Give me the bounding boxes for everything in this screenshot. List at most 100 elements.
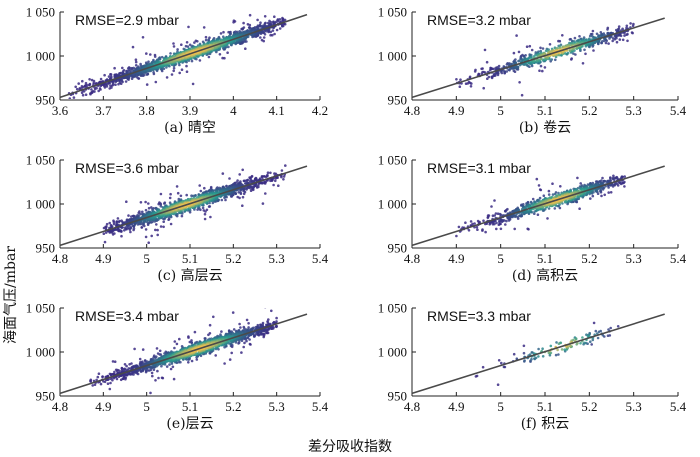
scatter-point: [625, 26, 628, 30]
scatter-point: [566, 51, 570, 55]
scatter-point: [225, 184, 228, 188]
rmse-annotation: RMSE=3.6 mbar: [75, 160, 179, 176]
scatter-point: [211, 201, 215, 205]
scatter-point: [84, 93, 88, 96]
fit-line: [411, 17, 665, 99]
scatter-point: [147, 241, 150, 244]
scatter-point: [484, 71, 487, 74]
scatter-point: [193, 41, 196, 44]
scatter-point: [274, 179, 277, 183]
scatter-point: [232, 21, 235, 24]
scatter-point: [147, 202, 150, 205]
scatter-point: [178, 63, 181, 67]
x-tick-label: 4.9: [95, 251, 111, 266]
subplot-caption: (a) 晴空: [164, 120, 216, 136]
scatter-point: [186, 45, 190, 48]
x-tick-label: 3.7: [95, 103, 112, 118]
scatter-point: [512, 51, 516, 55]
scatter-point: [208, 201, 211, 205]
scatter-point: [536, 213, 540, 216]
scatter-point: [469, 220, 473, 223]
scatter-point: [546, 217, 549, 220]
scatter-point: [612, 178, 616, 181]
scatter-point: [109, 73, 113, 76]
scatter-point: [90, 88, 93, 91]
scatter-point: [163, 202, 166, 205]
scatter-point: [77, 82, 80, 85]
scatter-point: [117, 220, 121, 224]
scatter-point: [538, 69, 541, 72]
x-tick-label: 5.4: [670, 103, 687, 118]
scatter-point: [169, 222, 173, 226]
scatter-point: [455, 78, 458, 81]
scatter-point: [241, 195, 245, 199]
scatter-point: [488, 68, 492, 72]
scatter-point: [241, 204, 244, 207]
scatter-point: [487, 75, 491, 79]
scatter-point: [124, 80, 128, 83]
scatter-point: [617, 25, 621, 28]
x-tick-label: 5.1: [537, 103, 553, 118]
scatter-point: [159, 204, 163, 208]
scatter-point: [482, 219, 485, 222]
scatter-point: [152, 71, 155, 74]
scatter-point: [113, 66, 116, 70]
fit-line: [59, 13, 308, 99]
scatter-point: [165, 66, 168, 69]
scatter-point: [539, 46, 542, 50]
scatter-point: [219, 32, 223, 35]
figure-xlabel: 差分吸收指数: [308, 439, 392, 455]
scatter-point: [533, 212, 536, 215]
scatter-point: [103, 73, 106, 77]
scatter-point: [530, 48, 534, 52]
scatter-point: [150, 234, 153, 238]
scatter-point: [623, 185, 626, 188]
scatter-point: [525, 45, 529, 48]
scatter-point: [88, 83, 91, 86]
scatter-point: [82, 90, 86, 93]
scatter-point: [604, 41, 608, 45]
scatter-point: [531, 197, 535, 201]
x-tick-label: 5: [497, 103, 504, 118]
scatter-point: [518, 59, 521, 62]
scatter-point: [473, 222, 476, 225]
scatter-point: [185, 41, 189, 44]
y-tick-label: 1 000: [378, 49, 407, 64]
scatter-point: [140, 226, 143, 229]
x-tick-label: 5.2: [225, 251, 241, 266]
scatter-point: [551, 182, 554, 185]
scatter-point: [147, 60, 150, 63]
scatter-point: [554, 58, 557, 62]
scatter-point: [112, 222, 116, 226]
scatter-point: [241, 168, 244, 172]
y-tick-label: 950: [36, 241, 56, 256]
y-tick-label: 1 000: [378, 197, 407, 212]
scatter-point: [198, 59, 202, 62]
scatter-point: [615, 40, 619, 44]
scatter-point: [475, 225, 479, 229]
scatter-point: [623, 175, 626, 178]
scatter-point: [134, 58, 138, 61]
scatter-point: [284, 164, 287, 167]
x-tick-label: 4.1: [269, 103, 285, 118]
scatter-point: [172, 66, 176, 70]
scatter-point: [156, 228, 159, 232]
scatter-point: [188, 210, 192, 214]
scatter-point: [505, 70, 509, 73]
scatter-point: [520, 93, 524, 97]
scatter-point: [175, 185, 179, 188]
scatter-point: [185, 193, 188, 197]
scatter-point: [499, 227, 503, 231]
scatter-point: [238, 173, 241, 176]
scatter-point: [132, 227, 136, 230]
scatter-point: [495, 227, 498, 231]
scatter-point: [505, 63, 509, 66]
scatter-point: [484, 230, 487, 234]
scatter-point: [203, 217, 207, 221]
scatter-point: [185, 70, 189, 73]
scatter-point: [154, 80, 158, 84]
scatter-point: [273, 15, 276, 18]
scatter-point: [260, 38, 264, 42]
scatter-point: [570, 57, 573, 60]
